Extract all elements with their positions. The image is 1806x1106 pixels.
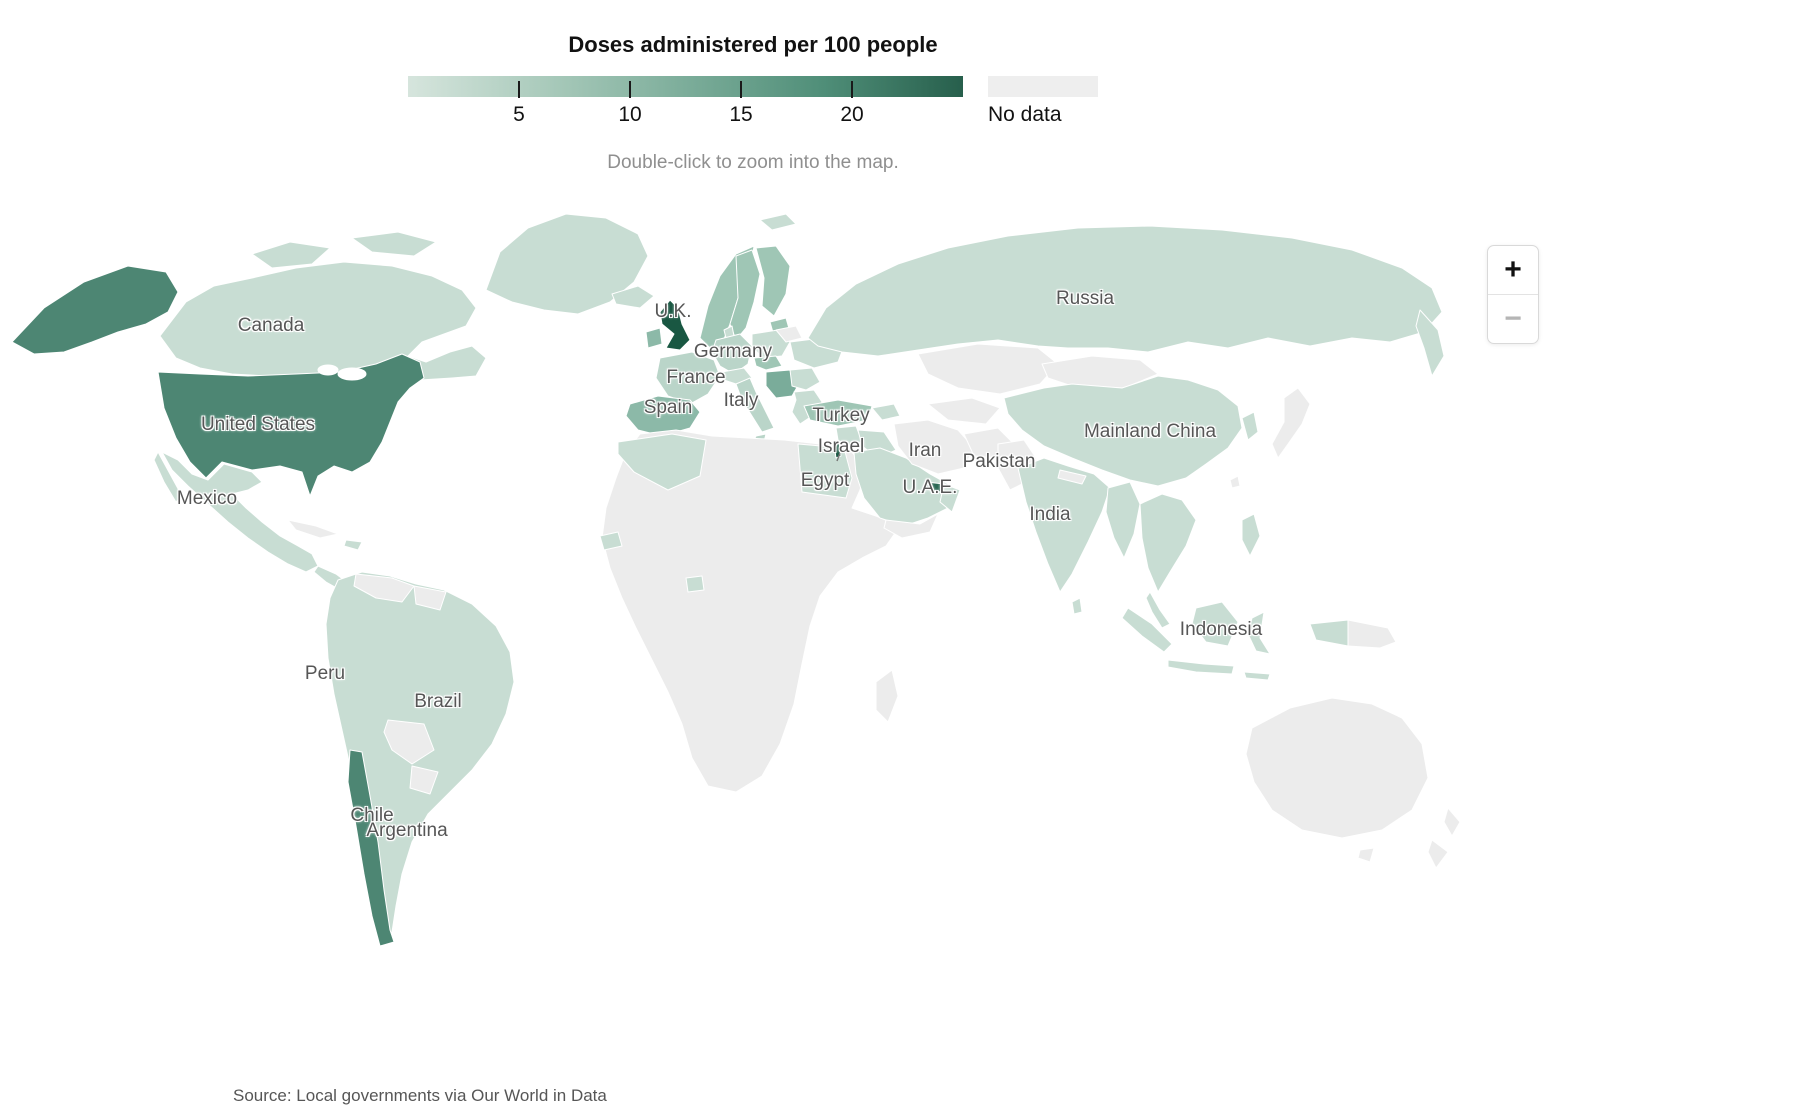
great-lakes [337, 367, 367, 381]
country-ireland[interactable] [645, 327, 663, 349]
region-malay-peninsula[interactable] [1145, 591, 1171, 629]
country-new-zealand[interactable] [1443, 807, 1461, 837]
map-instruction: Double-click to zoom into the map. [607, 152, 899, 173]
country-myanmar[interactable] [1105, 481, 1141, 559]
source-note: Source: Local governments via Our World … [233, 1086, 607, 1105]
country-sri-lanka[interactable] [1071, 597, 1083, 615]
region-guyanas[interactable] [413, 585, 447, 611]
country-venezuela[interactable] [353, 573, 415, 603]
country-papua-new-guinea[interactable] [1347, 619, 1397, 649]
country-france[interactable] [655, 351, 721, 405]
region-taiwan[interactable] [1229, 475, 1241, 489]
country-egypt[interactable] [797, 443, 853, 499]
country-mexico[interactable] [161, 451, 319, 573]
country-iran[interactable] [893, 419, 975, 475]
country-turkey[interactable] [803, 399, 873, 427]
region-hispaniola[interactable] [343, 539, 363, 551]
country-ghana[interactable] [685, 575, 705, 593]
legend-tick [629, 81, 631, 98]
country-india[interactable] [1017, 457, 1111, 593]
country-mongolia[interactable] [1041, 355, 1159, 389]
country-finland[interactable] [755, 245, 791, 317]
country-kazakhstan[interactable] [917, 343, 1059, 395]
canada-arctic-islands[interactable] [351, 231, 437, 257]
country-philippines[interactable] [1241, 513, 1261, 557]
legend-tick-label: 20 [840, 103, 864, 126]
zoom-control: + − [1487, 245, 1539, 344]
region-sumatra[interactable] [1121, 607, 1173, 653]
zoom-out-button[interactable]: − [1504, 302, 1522, 335]
region-baja-california[interactable] [153, 451, 183, 503]
legend-tick-label: 5 [513, 103, 525, 126]
legend-tick [518, 81, 520, 98]
region-alaska[interactable] [11, 265, 179, 355]
page-title: Doses administered per 100 people [568, 32, 938, 57]
country-united-kingdom[interactable] [659, 299, 691, 351]
country-canada[interactable] [159, 261, 487, 381]
region-svalbard[interactable] [759, 213, 797, 231]
canada-arctic-islands[interactable] [251, 241, 331, 269]
region-west-papua[interactable] [1309, 619, 1349, 647]
region-indochina[interactable] [1139, 493, 1197, 593]
region-tasmania[interactable] [1357, 847, 1375, 863]
region-czechia-slovakia[interactable] [753, 355, 783, 371]
country-yemen[interactable] [883, 513, 939, 539]
region-africa[interactable] [601, 429, 901, 793]
great-lakes [317, 364, 339, 376]
country-chile[interactable] [347, 749, 395, 947]
country-bolivia[interactable] [383, 719, 435, 765]
country-senegal[interactable] [599, 531, 623, 551]
legend-tick [740, 81, 742, 98]
region-morocco-algeria[interactable] [617, 433, 707, 491]
country-new-zealand[interactable] [1427, 839, 1449, 869]
country-australia[interactable] [1245, 697, 1429, 839]
region-korea[interactable] [1241, 411, 1259, 441]
country-russia[interactable] [807, 225, 1443, 357]
zoom-in-button[interactable]: + [1488, 246, 1538, 295]
region-levant[interactable] [835, 425, 863, 447]
legend-color-scale [408, 76, 963, 97]
country-sweden[interactable] [729, 249, 761, 341]
region-uzbekistan-turkmenistan[interactable] [927, 397, 1001, 425]
country-iceland[interactable] [611, 285, 655, 309]
country-madagascar[interactable] [875, 669, 899, 723]
country-japan[interactable] [1271, 387, 1311, 459]
legend-tick-label: 10 [618, 103, 642, 126]
country-uae[interactable] [925, 481, 945, 493]
israel-label-pointer [836, 452, 841, 462]
country-china[interactable] [1003, 375, 1243, 487]
country-belarus[interactable] [775, 325, 803, 343]
legend-no-data-label: No data [988, 103, 1062, 126]
region-kamchatka[interactable] [1415, 309, 1445, 377]
legend-tick-label: 15 [729, 103, 753, 126]
region-lesser-sunda[interactable] [1243, 671, 1271, 681]
country-spain[interactable] [625, 395, 701, 437]
region-java[interactable] [1167, 659, 1235, 675]
world-map[interactable] [0, 190, 1520, 950]
country-italy[interactable] [735, 377, 775, 433]
legend-tick [851, 81, 853, 98]
country-greenland[interactable] [485, 213, 649, 315]
legend-no-data-swatch [988, 76, 1098, 97]
region-caucasus[interactable] [871, 403, 901, 421]
country-united-states[interactable] [157, 353, 425, 497]
country-germany[interactable] [711, 333, 753, 375]
country-oman[interactable] [939, 483, 961, 513]
country-romania[interactable] [789, 367, 821, 391]
region-borneo[interactable] [1191, 601, 1239, 647]
country-cuba[interactable] [287, 519, 339, 539]
country-nepal[interactable] [1057, 469, 1087, 485]
country-paraguay[interactable] [409, 765, 439, 795]
region-sulawesi[interactable] [1247, 611, 1271, 655]
